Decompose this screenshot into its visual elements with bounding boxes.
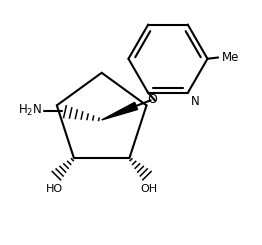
Text: O: O [148, 93, 158, 106]
Text: N: N [191, 95, 200, 108]
Text: Me: Me [222, 51, 239, 64]
Polygon shape [102, 102, 138, 120]
Text: OH: OH [140, 184, 158, 194]
Text: HO: HO [46, 184, 63, 194]
Text: H$_2$N: H$_2$N [18, 103, 42, 118]
